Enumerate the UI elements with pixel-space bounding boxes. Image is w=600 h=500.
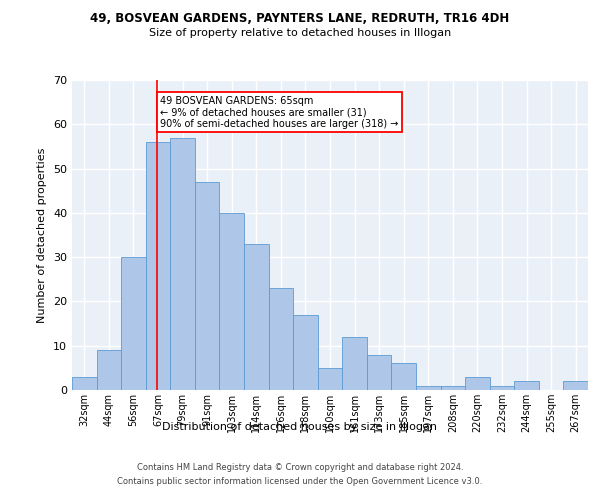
Bar [244, 244, 269, 390]
Bar [367, 354, 391, 390]
Bar [342, 337, 367, 390]
Bar [465, 376, 490, 390]
Text: Contains public sector information licensed under the Open Government Licence v3: Contains public sector information licen… [118, 477, 482, 486]
Bar [72, 376, 97, 390]
Bar [146, 142, 170, 390]
Bar [563, 381, 588, 390]
Bar [293, 314, 318, 390]
Bar [170, 138, 195, 390]
Bar [490, 386, 514, 390]
Bar [514, 381, 539, 390]
Text: Size of property relative to detached houses in Illogan: Size of property relative to detached ho… [149, 28, 451, 38]
Text: Contains HM Land Registry data © Crown copyright and database right 2024.: Contains HM Land Registry data © Crown c… [137, 464, 463, 472]
Bar [391, 364, 416, 390]
Text: 49 BOSVEAN GARDENS: 65sqm
← 9% of detached houses are smaller (31)
90% of semi-d: 49 BOSVEAN GARDENS: 65sqm ← 9% of detach… [160, 96, 399, 128]
Bar [195, 182, 220, 390]
Text: Distribution of detached houses by size in Illogan: Distribution of detached houses by size … [163, 422, 437, 432]
Bar [269, 288, 293, 390]
Bar [440, 386, 465, 390]
Bar [121, 257, 146, 390]
Bar [220, 213, 244, 390]
Bar [97, 350, 121, 390]
Y-axis label: Number of detached properties: Number of detached properties [37, 148, 47, 322]
Bar [318, 368, 342, 390]
Text: 49, BOSVEAN GARDENS, PAYNTERS LANE, REDRUTH, TR16 4DH: 49, BOSVEAN GARDENS, PAYNTERS LANE, REDR… [91, 12, 509, 26]
Bar [416, 386, 440, 390]
